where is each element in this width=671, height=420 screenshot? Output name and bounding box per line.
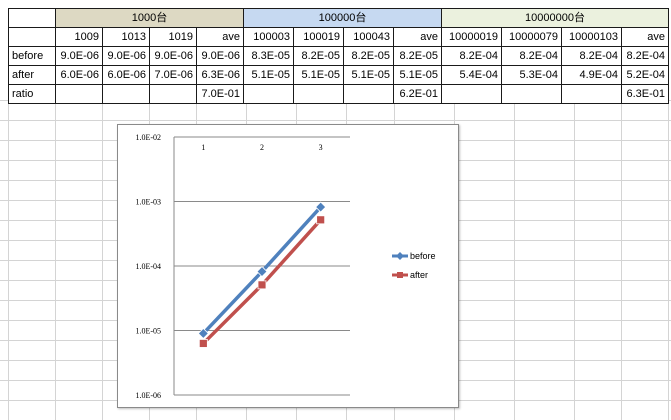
data-point-after (257, 280, 267, 290)
column-header[interactable]: 100019 (293, 27, 344, 47)
legend-label-before: before (410, 251, 436, 261)
table-cell[interactable]: 5.4E-04 (441, 65, 502, 85)
table-cell[interactable] (293, 84, 344, 104)
table-cell[interactable] (243, 84, 294, 104)
table-cell[interactable]: 4.9E-04 (561, 65, 622, 85)
table-row-ratio: ratio 7.0E-01 6.2E-01 6.3E-01 (8, 84, 669, 104)
table-cell[interactable]: 9.0E-06 (149, 46, 197, 66)
column-header[interactable]: 10000019 (441, 27, 502, 47)
table-cell[interactable]: 5.1E-05 (293, 65, 344, 85)
column-header-row: 1009 1013 1019 ave 100003 100019 100043 … (8, 27, 669, 47)
table-cell[interactable] (561, 84, 622, 104)
row-label[interactable]: before (8, 46, 56, 66)
column-header[interactable]: 10000079 (501, 27, 562, 47)
table-cell[interactable]: 6.3E-06 (196, 65, 244, 85)
row-label[interactable]: after (8, 65, 56, 85)
table-cell[interactable]: 8.3E-05 (243, 46, 294, 66)
group-header-10000000[interactable]: 10000000台 (441, 8, 669, 28)
table-cell[interactable] (149, 84, 197, 104)
column-header[interactable]: 10000103 (561, 27, 622, 47)
table-cell[interactable]: 6.3E-01 (621, 84, 669, 104)
table-cell[interactable]: 5.1E-05 (343, 65, 394, 85)
data-point-after (316, 215, 326, 225)
column-header[interactable]: ave (196, 27, 244, 47)
table-cell[interactable] (8, 27, 56, 47)
legend-marker-after (397, 272, 403, 278)
x-tick-label: 2 (260, 143, 264, 152)
table-cell[interactable]: 8.2E-04 (501, 46, 562, 66)
line-chart: 1.0E-02 1.0E-03 1.0E-04 1.0E-05 1.0E-06 1 2 3 be… (135, 133, 436, 400)
table-cell[interactable]: 8.2E-05 (293, 46, 344, 66)
legend-marker-before (396, 252, 404, 260)
table-cell[interactable]: 7.0E-06 (149, 65, 197, 85)
table-cell[interactable]: 5.1E-05 (243, 65, 294, 85)
table-cell[interactable]: 9.0E-06 (102, 46, 150, 66)
table-cell[interactable]: 5.2E-04 (621, 65, 669, 85)
y-tick-label: 1.0E-03 (135, 198, 161, 207)
y-tick-label: 1.0E-05 (135, 327, 161, 336)
group-header-row: 1000台 100000台 10000000台 (8, 8, 669, 28)
data-table: 1000台 100000台 10000000台 1009 1013 1019 a… (8, 8, 669, 104)
column-header[interactable]: ave (393, 27, 442, 47)
group-header-100000[interactable]: 100000台 (243, 8, 442, 28)
group-header-1000[interactable]: 1000台 (55, 8, 244, 28)
table-cell[interactable]: 8.2E-05 (393, 46, 442, 66)
table-cell[interactable]: 7.0E-01 (196, 84, 244, 104)
table-cell[interactable] (55, 84, 103, 104)
column-header[interactable]: ave (621, 27, 669, 47)
table-cell[interactable]: 6.2E-01 (393, 84, 442, 104)
y-tick-label: 1.0E-04 (135, 262, 161, 271)
table-cell[interactable] (102, 84, 150, 104)
data-point-before (197, 327, 209, 340)
table-cell[interactable] (501, 84, 562, 104)
table-cell[interactable]: 5.1E-05 (393, 65, 442, 85)
column-header[interactable]: 100003 (243, 27, 294, 47)
table-row-after: after 6.0E-06 6.0E-06 7.0E-06 6.3E-06 5.… (8, 65, 669, 85)
table-cell[interactable]: 8.2E-05 (343, 46, 394, 66)
column-header[interactable]: 1009 (55, 27, 103, 47)
table-cell[interactable]: 9.0E-06 (196, 46, 244, 66)
table-cell[interactable]: 8.2E-04 (441, 46, 502, 66)
x-tick-label: 3 (319, 143, 323, 152)
column-header[interactable]: 100043 (343, 27, 394, 47)
table-cell[interactable]: 6.0E-06 (102, 65, 150, 85)
column-header[interactable]: 1013 (102, 27, 150, 47)
table-cell[interactable] (343, 84, 394, 104)
table-cell[interactable] (8, 8, 56, 28)
table-cell[interactable]: 6.0E-06 (55, 65, 103, 85)
y-tick-label: 1.0E-06 (135, 391, 161, 400)
row-label[interactable]: ratio (8, 84, 56, 104)
table-cell[interactable]: 5.3E-04 (501, 65, 562, 85)
data-point-before (256, 265, 268, 278)
table-cell[interactable] (441, 84, 502, 104)
data-point-after (198, 339, 208, 348)
legend-label-after: after (410, 270, 428, 280)
table-cell[interactable]: 8.2E-04 (621, 46, 669, 66)
table-cell[interactable]: 8.2E-04 (561, 46, 622, 66)
data-point-before (315, 201, 327, 213)
table-cell[interactable]: 9.0E-06 (55, 46, 103, 66)
chart-object[interactable]: 1.0E-02 1.0E-03 1.0E-04 1.0E-05 1.0E-06 1 2 3 be… (117, 124, 459, 408)
column-header[interactable]: 1019 (149, 27, 197, 47)
table-row-before: before 9.0E-06 9.0E-06 9.0E-06 9.0E-06 8… (8, 46, 669, 66)
y-tick-label: 1.0E-02 (135, 133, 161, 142)
x-tick-label: 1 (201, 143, 205, 152)
